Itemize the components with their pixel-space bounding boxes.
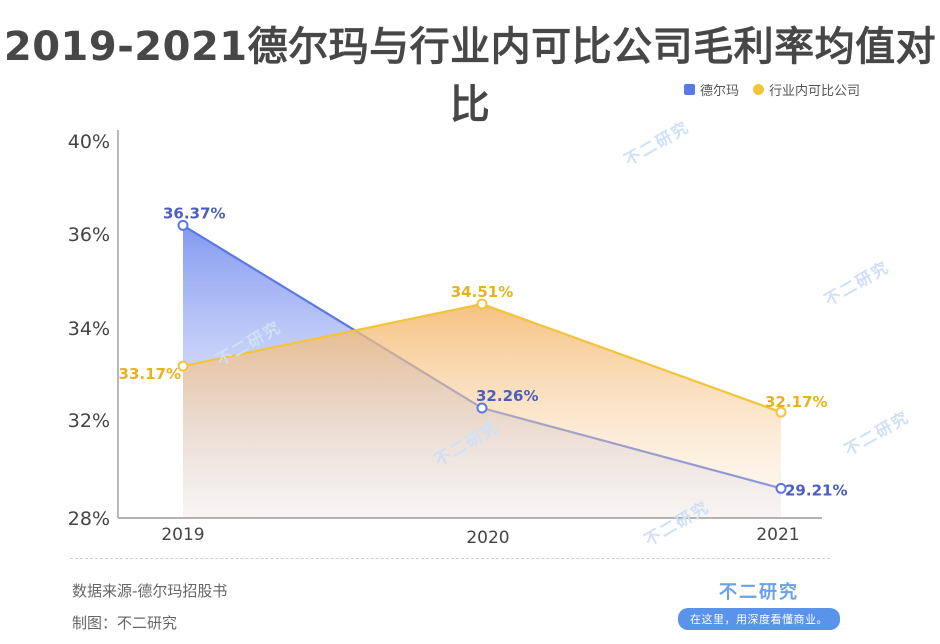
point-industry — [177, 360, 189, 372]
y-tick-label: 40% — [68, 131, 110, 153]
chart-maker-note: 制图：不二研究 — [72, 614, 178, 632]
data-points — [177, 219, 787, 494]
legend-item-delmar: 德尔玛 — [683, 80, 739, 99]
point-industry — [476, 298, 488, 310]
legend-swatch-delmar — [683, 84, 695, 95]
x-tick-label: 2020 — [466, 528, 509, 548]
brand-name: 不二研究 — [719, 582, 799, 603]
y-tick-label: 28% — [68, 508, 110, 530]
point-delmar — [775, 482, 787, 494]
x-tick-label: 2019 — [161, 525, 204, 545]
legend: 德尔玛 行业内可比公司 — [670, 80, 860, 99]
data-label-delmar: 32.26% — [476, 387, 538, 405]
y-tick-label: 36% — [68, 224, 110, 246]
data-label-industry: 32.17% — [765, 393, 827, 411]
legend-swatch-industry — [752, 84, 764, 95]
series-areas — [182, 224, 782, 518]
point-industry — [775, 406, 787, 418]
axes — [117, 130, 822, 519]
point-delmar — [476, 402, 488, 414]
legend-item-industry: 行业内可比公司 — [752, 80, 860, 99]
data-labels: 36.37% 32.26% 29.21% 33.17% 34.51% 32.17% — [119, 204, 848, 499]
legend-label-delmar: 德尔玛 — [699, 84, 739, 99]
y-tick-label: 34% — [68, 318, 110, 340]
data-label-delmar: 29.21% — [785, 481, 847, 499]
x-tick-label: 2021 — [756, 525, 799, 545]
chart-title: 2019-2021德尔玛与行业内可比公司毛利率均值对比 — [3, 24, 937, 128]
brand-logo: 不二研究 在这里，用深度看懂商业。 — [678, 578, 840, 630]
data-source-note: 数据来源-德尔玛招股书 — [72, 582, 228, 600]
data-label-industry: 33.17% — [119, 365, 181, 383]
data-label-delmar: 36.37% — [163, 204, 225, 222]
point-delmar — [177, 219, 189, 231]
y-tick-label: 32% — [68, 410, 110, 432]
y-tick-labels: 40% 36% 34% 32% 28% — [68, 131, 110, 530]
brand-slogan: 在这里，用深度看懂商业。 — [678, 608, 840, 630]
legend-label-industry: 行业内可比公司 — [768, 84, 860, 99]
footer-divider — [70, 558, 830, 559]
x-tick-labels: 2019 2020 2021 — [161, 525, 799, 548]
data-label-industry: 34.51% — [451, 283, 513, 301]
